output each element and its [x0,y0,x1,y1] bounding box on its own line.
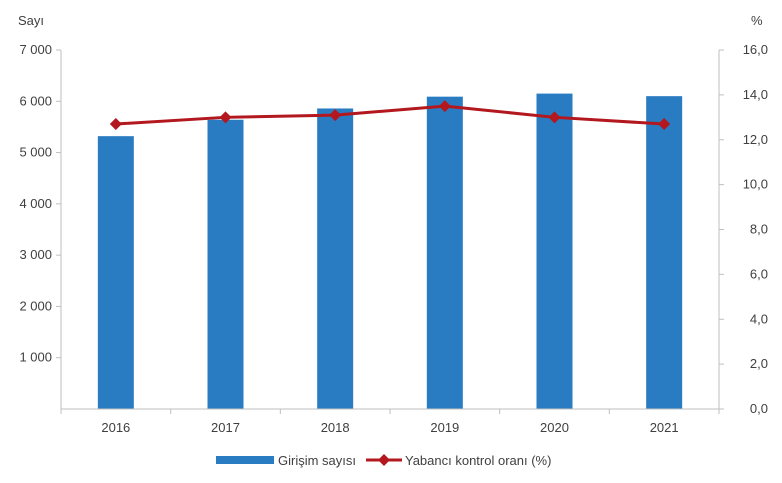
left-tick-label: 5 000 [19,145,52,160]
legend-diamond-marker [378,454,390,466]
legend-label-bars: Girişim sayısı [278,453,356,468]
left-tick-label: 2 000 [19,298,52,313]
x-tick-label: 2017 [211,420,240,435]
line-point-2016 [109,118,122,131]
left-tick-label: 4 000 [19,196,52,211]
right-tick-label: 2,0 [750,356,768,371]
right-tick-label: 8,0 [750,222,768,237]
right-tick-label: 10,0 [743,177,768,192]
legend: Girişim sayısı Yabancı kontrol oranı (%) [216,453,551,468]
bar-2018 [317,108,354,410]
right-tick-label: 4,0 [750,311,768,326]
bar-2021 [646,96,683,410]
legend-label-line: Yabancı kontrol oranı (%) [405,453,551,468]
left-tick-label: 3 000 [19,247,52,262]
bar-2017 [207,119,244,410]
right-tick-label: 6,0 [750,266,768,281]
line-path [115,104,665,126]
right-tick-label: 12,0 [743,132,768,147]
right-axis-unit: % [751,13,763,28]
bar-2020 [536,93,573,409]
x-tick-label: 2018 [321,420,350,435]
line-point-2017 [219,111,232,124]
legend-bar-swatch [216,456,274,464]
x-tick-label: 2020 [540,420,569,435]
bar-2016 [97,136,134,409]
left-axis-unit: Sayı [18,13,44,28]
x-tick-label: 2021 [650,420,679,435]
x-tick-label: 2016 [101,420,130,435]
line-point-2019 [438,100,451,113]
bar-series [97,93,683,410]
x-tick-label: 2019 [430,420,459,435]
right-tick-label: 16,0 [743,42,768,57]
right-tick-label: 14,0 [743,87,768,102]
line-point-2020 [548,111,561,124]
line-point-2018 [329,109,342,122]
line-point-2021 [658,118,671,131]
right-tick-label: 0,0 [750,401,768,416]
left-tick-label: 1 000 [19,350,52,365]
axes: 1 000 2 000 3 000 4 000 5 000 6 000 7 000 0,0 2,… [19,42,768,435]
left-tick-label: 6 000 [19,93,52,108]
bar-2019 [426,96,463,410]
left-tick-label: 7 000 [19,42,52,57]
line-series [109,100,671,131]
